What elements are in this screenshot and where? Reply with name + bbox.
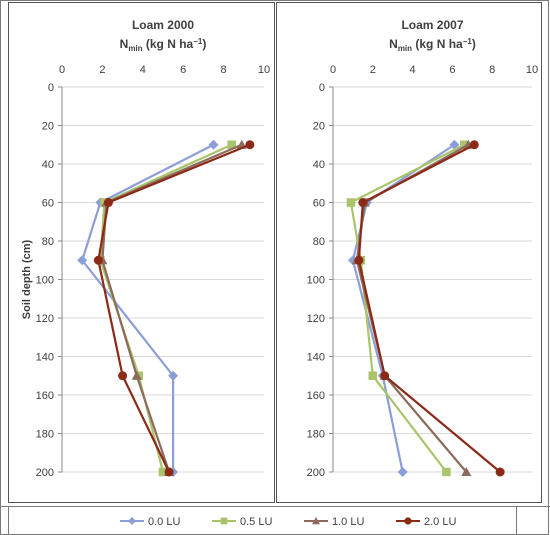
legend-label: 0.0 LU xyxy=(148,516,180,528)
y-tick-label: 140 xyxy=(307,352,325,364)
x-tick-label: 10 xyxy=(526,64,538,76)
data-point xyxy=(77,255,88,266)
data-point xyxy=(368,371,378,380)
x-tick-label: 4 xyxy=(140,64,146,76)
y-tick-label: 120 xyxy=(307,313,325,325)
y-tick-label: 80 xyxy=(42,236,54,248)
x-tick-label: 2 xyxy=(370,64,376,76)
legend-marker xyxy=(312,517,320,525)
y-tick-label: 160 xyxy=(307,390,325,402)
data-point xyxy=(469,140,479,150)
x-tick-label: 6 xyxy=(449,64,455,76)
y-tick-label: 120 xyxy=(36,313,54,325)
y-tick-label: 60 xyxy=(313,198,325,210)
y-tick-label: 60 xyxy=(42,198,54,210)
series-line xyxy=(355,143,469,473)
data-point xyxy=(208,139,219,150)
data-point xyxy=(93,255,103,265)
panel-right-frame xyxy=(276,2,542,503)
legend-label: 0.5 LU xyxy=(240,516,272,528)
y-tick-label: 100 xyxy=(307,275,325,287)
y-tick-label: 20 xyxy=(42,121,54,133)
legend-marker xyxy=(220,517,228,525)
y-tick-label: 40 xyxy=(313,159,325,171)
data-point xyxy=(449,139,460,150)
data-point xyxy=(158,467,168,477)
data-point xyxy=(442,467,451,477)
data-point xyxy=(461,467,472,476)
x-tick-label: 2 xyxy=(99,64,105,76)
panel-left-frame xyxy=(8,2,275,503)
data-point xyxy=(460,140,469,149)
chart-title: Loam 2007 xyxy=(401,18,463,32)
data-point xyxy=(131,370,142,380)
y-tick-label: 200 xyxy=(36,467,54,479)
x-tick-label: 0 xyxy=(59,64,65,76)
x-tick-label: 8 xyxy=(489,64,495,76)
data-point xyxy=(227,140,236,149)
legend-label: 2.0 LU xyxy=(424,516,456,528)
x-axis-label: Nmin (kg N ha−1) xyxy=(120,37,207,53)
data-point xyxy=(245,140,255,150)
y-axis-label: Soil depth (cm) xyxy=(21,239,33,319)
data-point xyxy=(358,198,368,207)
y-tick-label: 180 xyxy=(307,429,325,441)
y-tick-label: 180 xyxy=(36,429,54,441)
y-tick-label: 0 xyxy=(319,82,325,94)
legend-marker xyxy=(128,517,136,525)
data-point xyxy=(118,371,128,381)
legend-marker xyxy=(404,517,412,525)
y-tick-label: 100 xyxy=(36,275,54,287)
x-tick-label: 0 xyxy=(330,64,336,76)
y-tick-label: 200 xyxy=(307,467,325,479)
y-tick-label: 80 xyxy=(313,236,325,248)
x-tick-label: 4 xyxy=(410,64,416,76)
y-tick-label: 140 xyxy=(36,352,54,364)
data-point xyxy=(495,467,505,477)
data-point xyxy=(354,255,364,265)
x-axis-label: Nmin (kg N ha−1) xyxy=(389,37,476,53)
x-tick-label: 10 xyxy=(258,64,270,76)
y-tick-label: 40 xyxy=(42,159,54,171)
series-line xyxy=(81,143,215,472)
data-point xyxy=(103,198,113,207)
data-point xyxy=(346,198,356,207)
data-point xyxy=(380,371,390,381)
chart-title: Loam 2000 xyxy=(132,18,194,32)
data-point xyxy=(168,370,179,381)
series-line xyxy=(357,143,501,473)
legend: 0.0 LU 0.5 LU 1.0 LU 2.0 LU xyxy=(120,516,456,528)
data-point xyxy=(397,467,408,477)
y-tick-label: 20 xyxy=(313,121,325,133)
data-point xyxy=(164,467,174,477)
chart-panel-1: Loam 2000 Nmin (kg N ha−1) Soil depth (cm)… xyxy=(21,18,270,479)
x-tick-label: 8 xyxy=(221,64,227,76)
y-tick-label: 0 xyxy=(48,82,54,94)
x-tick-label: 6 xyxy=(180,64,186,76)
legend-label: 1.0 LU xyxy=(332,516,364,528)
y-tick-label: 160 xyxy=(36,390,54,402)
